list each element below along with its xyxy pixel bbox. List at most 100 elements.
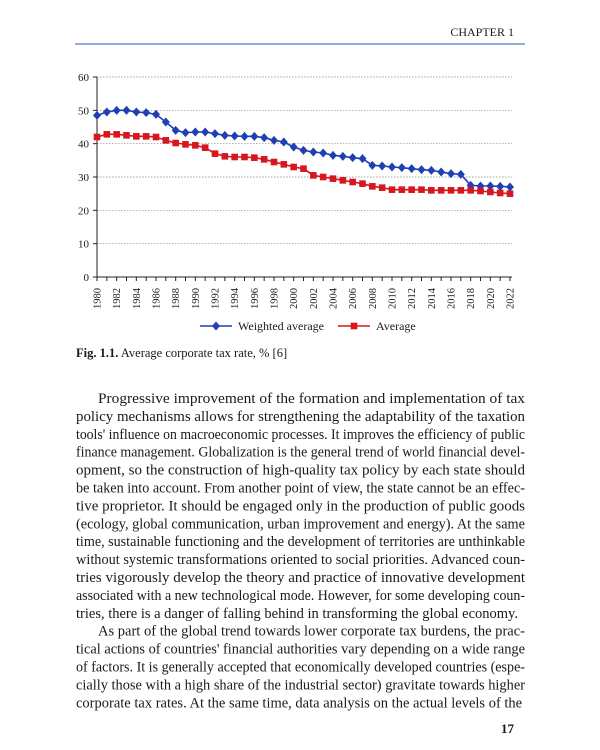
x-tick-label: 1990 (191, 288, 202, 309)
data-point (102, 107, 111, 117)
data-point (250, 131, 259, 141)
x-tick-label: 2022 (506, 288, 517, 309)
x-tick-label: 2010 (388, 288, 399, 309)
chapter-header: CHAPTER 1 (450, 25, 514, 39)
data-point (142, 133, 150, 140)
data-point (310, 172, 317, 179)
body-line: tries vigorously develop the theory and … (76, 570, 525, 586)
data-point (486, 181, 495, 191)
y-tick-label: 30 (78, 172, 90, 184)
data-point (339, 177, 347, 184)
body-line: corporate tax rates. At the same time, d… (76, 695, 522, 711)
data-point (241, 153, 248, 161)
x-tick-label: 2004 (329, 287, 340, 309)
x-tick-label: 1980 (93, 288, 104, 309)
data-point (161, 117, 170, 127)
data-point (349, 178, 356, 186)
page-number: 17 (501, 721, 515, 736)
y-tick-label: 50 (78, 105, 90, 117)
data-point (329, 150, 337, 160)
data-point (467, 187, 474, 194)
body-line: Progressive improvement of the formation… (98, 391, 526, 407)
data-point (280, 161, 288, 168)
caption-label: Fig. 1.1. (76, 346, 118, 360)
data-point (496, 189, 504, 197)
data-point (133, 133, 140, 140)
data-point (112, 105, 121, 115)
data-point (289, 142, 298, 152)
data-point (359, 180, 366, 187)
body-line: tive proprietor. It should be engaged on… (76, 498, 525, 514)
y-tick-label: 60 (78, 72, 90, 84)
data-point (378, 161, 387, 171)
data-point (506, 190, 514, 197)
data-point (437, 187, 445, 194)
data-point (221, 153, 229, 160)
data-point (437, 167, 446, 177)
data-point (181, 128, 190, 138)
data-point (182, 141, 189, 148)
x-tick-label: 1998 (270, 288, 281, 309)
data-point (368, 160, 377, 170)
x-tick-label: 1992 (211, 288, 222, 309)
body-line: of factors. It is generally accepted tha… (76, 660, 525, 676)
data-point (417, 165, 426, 175)
body-line: be taken into account. From another poin… (76, 481, 525, 497)
data-point (398, 186, 406, 193)
data-point (113, 131, 120, 138)
data-point (260, 156, 268, 163)
data-point (172, 139, 179, 147)
data-point (329, 175, 337, 182)
body-line: associated with a new technological mode… (76, 588, 525, 604)
legend-marker (350, 322, 358, 330)
data-point (447, 169, 455, 179)
data-point (407, 164, 416, 174)
data-point (93, 133, 101, 141)
data-point (447, 187, 455, 194)
x-tick-label: 2000 (289, 288, 300, 309)
data-point (290, 163, 297, 171)
x-tick-label: 2018 (466, 288, 477, 309)
data-point (428, 187, 435, 194)
data-point (231, 153, 238, 161)
data-point (309, 147, 318, 157)
legend-label: Average (376, 319, 416, 333)
caption-text: Average corporate tax rate, % [6] (121, 346, 287, 360)
body-line: policy mechanisms allows for strengtheni… (76, 409, 526, 425)
body-line: tools' influence on macroeconomic proces… (76, 427, 525, 443)
data-point (378, 184, 386, 191)
data-point (152, 109, 160, 119)
x-tick-label: 1984 (132, 287, 143, 309)
body-line: cially those with a high share of the in… (76, 677, 525, 693)
data-point (132, 107, 141, 117)
data-point (279, 137, 288, 147)
data-point (397, 163, 406, 173)
y-tick-label: 40 (78, 139, 90, 151)
y-tick-label: 0 (84, 272, 90, 284)
x-tick-label: 1988 (171, 288, 182, 309)
body-line: As part of the global trend towards lowe… (98, 624, 525, 640)
data-point (299, 145, 308, 155)
data-point (103, 131, 111, 138)
series-line (96, 133, 511, 195)
figure-caption: Fig. 1.1. Average corporate tax rate, % … (76, 346, 287, 360)
data-point (506, 182, 514, 192)
data-point (230, 131, 239, 141)
x-tick-label: 1996 (250, 288, 261, 309)
data-point (319, 148, 328, 158)
data-point (369, 183, 376, 190)
legend-marker (212, 321, 220, 331)
data-point (300, 165, 307, 172)
data-point (211, 150, 219, 157)
data-point (260, 133, 269, 143)
x-tick-label: 2008 (368, 288, 379, 309)
body-line: (ecology, global communication, urban im… (76, 516, 525, 532)
data-point (418, 186, 425, 193)
data-point (408, 186, 415, 193)
data-point (456, 169, 465, 179)
body-line: finance management. Globalization is the… (76, 445, 525, 461)
data-point (487, 188, 494, 196)
data-point (427, 165, 436, 175)
x-tick-label: 1994 (230, 287, 241, 309)
